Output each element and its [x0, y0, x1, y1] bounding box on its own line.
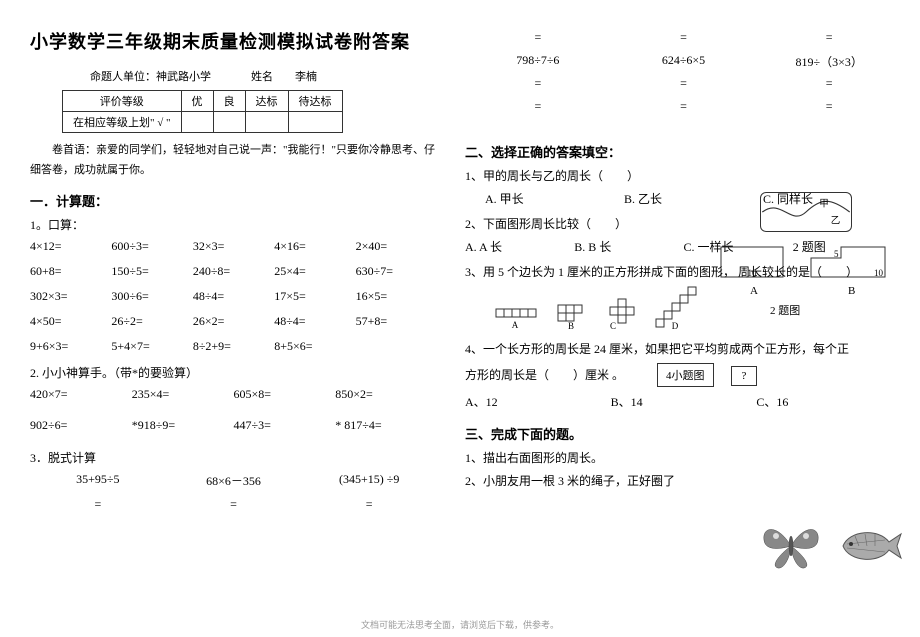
section-2-heading: 二、选择正确的答案填空： — [465, 142, 902, 161]
eq-row: === — [465, 99, 902, 114]
section-3-heading: 三、完成下面的题。 — [465, 424, 902, 443]
calc-row: 60+8=150÷5=240÷8=25×4=630÷7= — [30, 264, 437, 279]
svg-text:A: A — [512, 320, 519, 330]
calc-row: 902÷6=*918÷9=447÷3=* 817÷4= — [30, 418, 437, 433]
butterfly-icon — [760, 520, 822, 576]
sub-1-heading: 1。口算： — [30, 216, 437, 233]
sub-3-heading: 3．脱式计算 — [30, 449, 437, 466]
calc-row: 302×3=300÷6=48÷4=17×5=16×5= — [30, 289, 437, 304]
intro-text: 卷首语：亲爱的同学们，轻轻地对自己说一声："我能行！"只要你冷静思考、仔细答卷，… — [30, 141, 437, 181]
calc-row: 420×7=235×4=605×8=850×2= — [30, 387, 437, 402]
svg-text:D: D — [672, 321, 679, 330]
shape-a-icon: A — [495, 308, 539, 330]
grade-table: 评价等级优 良达标 待达标 在相应等级上划" √ " — [62, 90, 343, 133]
question-3-2: 2、小朋友用一根 3 米的绳子，正好圈了 — [465, 472, 902, 489]
author-row: 命题人单位：神武路小学 姓名 李楠 — [30, 68, 437, 84]
question-2-4a: 4、一个长方形的周长是 24 厘米，如果把它平均剪成两个正方形，每个正 — [465, 340, 902, 357]
shape-d-icon: D — [655, 286, 703, 330]
svg-text:B: B — [568, 321, 574, 330]
step-calc-row: 35+95÷568×6－356(345+15) ÷9 — [30, 472, 437, 489]
box-4-label: 4小题图 — [657, 363, 714, 387]
calc-row: 4×50=26÷2=26×2=48÷4=57+8= — [30, 314, 437, 329]
svg-text:5: 5 — [834, 249, 839, 259]
label-b: B — [848, 285, 855, 297]
question-2-4b: 方形的周长是（ ）厘米 。 4小题图 ? — [465, 363, 902, 387]
shape-c-icon: C — [609, 298, 637, 330]
choices-2-4: A、12B、14C、16 — [465, 393, 902, 410]
shape-b-icon: B — [557, 304, 591, 330]
calc-row: 4×12=600÷3=32×3=4×16=2×40= — [30, 239, 437, 254]
question-2-2: 2、下面图形周长比较（ ） — [465, 215, 902, 232]
sub-2-heading: 2. 小小神算手。（带*的要验算） — [30, 364, 437, 381]
shapes-row: A B C D — [495, 286, 902, 330]
question-3-1: 1、描出右面图形的周长。 — [465, 449, 902, 466]
eq-row: === — [465, 76, 902, 91]
label-a: A — [750, 285, 758, 297]
fish-icon — [835, 522, 905, 574]
exam-title: 小学数学三年级期末质量检测模拟试卷附答案 — [30, 28, 437, 54]
svg-text:C: C — [610, 321, 616, 330]
eq-row: === — [465, 30, 902, 45]
calc-row: 9+6×3=5+4×7=8÷2+9=8+5×6= — [30, 339, 437, 354]
footer-text: 文档可能无法思考全面，请浏览后下载，供参考。 — [0, 618, 920, 631]
question-2-3: 3、用 5 个边长为 1 厘米的正方形拼成下面的图形， 周长较长的是（ ） — [465, 263, 902, 280]
eq-row: === — [30, 497, 437, 512]
box-4-q: ? — [731, 366, 758, 386]
section-1-heading: 一．计算题： — [30, 191, 437, 210]
svg-text:甲: 甲 — [819, 198, 829, 209]
question-2-1: 1、甲的周长与乙的周长（ ） — [465, 167, 902, 184]
step-calc-row: 798÷7÷6624÷6×5819÷（3×3） — [465, 53, 902, 70]
label-2: 2 题图 — [770, 302, 800, 318]
